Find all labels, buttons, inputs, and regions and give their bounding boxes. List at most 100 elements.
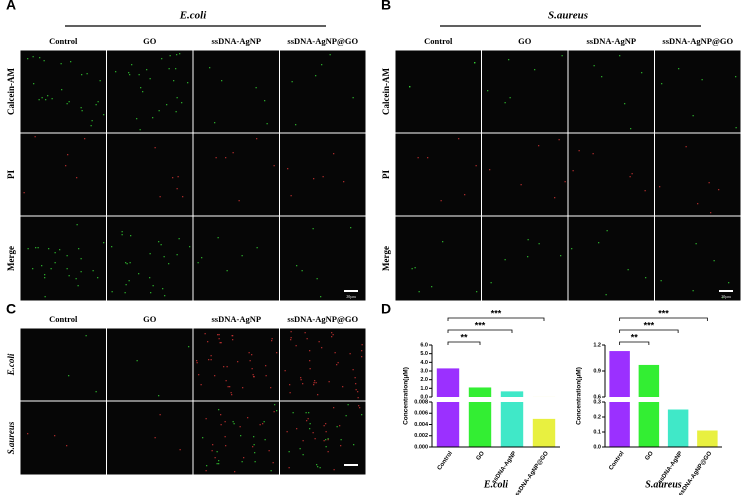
cell-dot: [265, 375, 267, 377]
cell-dot: [81, 74, 83, 76]
cell-dot: [168, 68, 170, 70]
cell-dot: [287, 168, 289, 170]
chart-title: S.aureus: [645, 479, 682, 490]
micrograph: [20, 401, 106, 475]
cell-dot: [325, 423, 327, 425]
cell-dot: [205, 418, 207, 420]
cell-dot: [290, 339, 292, 341]
cell-dot: [232, 152, 234, 154]
cell-dot: [692, 115, 694, 117]
organism-title: S.aureus: [548, 10, 588, 22]
cell-dot: [342, 386, 344, 388]
cell-dot: [458, 138, 460, 140]
y-tick-label: 0.006: [414, 411, 428, 417]
cell-dot: [204, 333, 206, 335]
y-tick-label: 5.0: [420, 351, 428, 357]
cell-dot: [206, 465, 208, 467]
y-tick-label: 0.2: [593, 414, 601, 420]
cell-dot: [136, 118, 138, 120]
cell-dot: [271, 338, 273, 340]
cell-dot: [256, 247, 258, 249]
cell-dot: [304, 332, 306, 334]
cell-dot: [95, 391, 97, 393]
cell-dot: [340, 439, 342, 441]
micrograph: [568, 50, 654, 133]
cell-dot: [299, 448, 301, 450]
cell-dot: [176, 97, 178, 99]
cell-dot: [268, 450, 270, 452]
y-tick-label: 1.2: [593, 342, 601, 348]
cell-dot: [331, 332, 333, 334]
cell-dot: [70, 61, 72, 63]
cell-dot: [313, 384, 315, 386]
cell-dot: [660, 280, 662, 282]
cell-dot: [241, 461, 243, 463]
cell-dot: [121, 231, 123, 233]
y-tick-label: 0.0: [420, 394, 428, 400]
y-axis-label: Concentration(μM): [403, 367, 410, 425]
cell-dot: [189, 246, 191, 248]
cell-dot: [323, 440, 325, 442]
cell-dot: [476, 291, 478, 293]
cell-dot: [205, 470, 207, 472]
cell-dot: [266, 123, 268, 125]
cell-dot: [554, 197, 556, 199]
micrograph: [193, 401, 279, 475]
cell-dot: [264, 100, 266, 102]
micrograph: [655, 50, 741, 133]
significance-label: ***: [658, 308, 669, 318]
row-label: Merge: [6, 246, 16, 271]
micrograph: [107, 133, 193, 216]
row-label: E.coli: [6, 353, 16, 376]
bar: [468, 387, 492, 397]
cell-dot: [41, 265, 43, 267]
cell-dot: [509, 97, 511, 99]
cell-dot: [175, 68, 177, 70]
cell-dot: [306, 338, 308, 340]
cell-dot: [90, 125, 92, 127]
micrograph: [280, 133, 366, 216]
cell-dot: [325, 431, 327, 433]
cell-dot: [327, 438, 329, 440]
cell-dot: [561, 55, 563, 57]
cell-dot: [327, 451, 329, 453]
micrograph: [193, 50, 279, 133]
y-tick-label: 0.6: [593, 394, 601, 400]
cell-dot: [735, 76, 737, 78]
bar: [638, 402, 660, 447]
cell-dot: [196, 360, 198, 362]
cell-dot: [316, 464, 318, 466]
cell-dot: [149, 277, 151, 279]
cell-dot: [97, 277, 99, 279]
bar: [436, 402, 460, 447]
cell-dot: [630, 128, 632, 130]
cell-dot: [309, 350, 311, 352]
cell-dot: [290, 331, 292, 333]
cell-dot: [295, 124, 297, 126]
significance-label: ***: [644, 320, 655, 330]
cell-dot: [128, 280, 130, 282]
cell-dot: [527, 256, 529, 258]
significance-bracket: [447, 341, 481, 345]
cell-dot: [78, 248, 80, 250]
cell-dot: [224, 421, 226, 423]
cell-dot: [168, 263, 170, 265]
cell-dot: [337, 362, 339, 364]
cell-dot: [216, 463, 218, 465]
cell-dot: [272, 462, 274, 464]
cell-dot: [181, 102, 183, 104]
cell-dot: [179, 53, 181, 55]
column-label: ssDNA-AgNP@GO: [662, 36, 733, 46]
cell-dot: [76, 177, 78, 179]
cell-dot: [111, 246, 113, 248]
bar: [468, 402, 492, 447]
cell-dot: [34, 136, 36, 138]
cell-dot: [54, 435, 56, 437]
column-label: ssDNA-AgNP@GO: [287, 36, 358, 46]
micrograph: [280, 328, 366, 401]
cell-dot: [353, 444, 355, 446]
cell-dot: [207, 341, 209, 343]
cell-dot: [159, 196, 161, 198]
y-tick-label: 6.0: [420, 342, 428, 348]
cell-dot: [232, 421, 234, 423]
